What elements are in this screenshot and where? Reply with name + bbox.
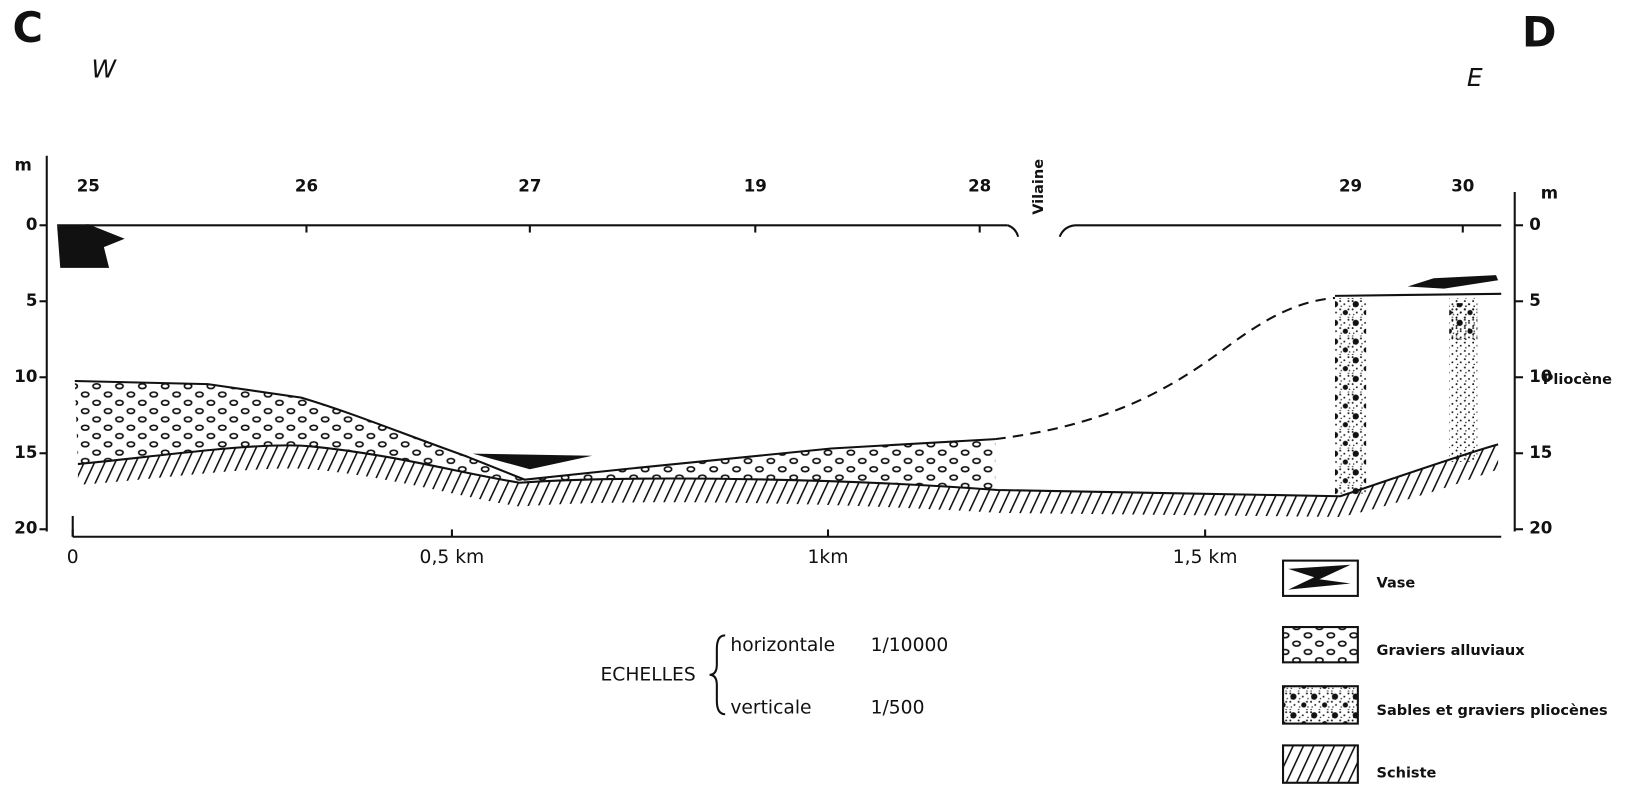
scales-label: ECHELLES <box>600 664 695 685</box>
legend-label: Sables et graviers pliocènes <box>1377 703 1608 719</box>
y-tick-label: 5 <box>1529 291 1541 310</box>
gravel <box>75 381 995 490</box>
scale-name: verticale <box>730 698 811 719</box>
borehole-column <box>1335 298 1366 494</box>
scales: ECHELLES horizontale 1/10000 verticale 1… <box>600 635 948 718</box>
borehole-label: 27 <box>518 176 541 195</box>
distance-label: 1,5 km <box>1173 547 1238 568</box>
direction: E <box>1467 63 1483 92</box>
y-tick-label: 10 <box>14 367 37 386</box>
legend: Vase Graviers alluviaux Sables et gravie… <box>1283 561 1608 783</box>
borehole-label: 26 <box>295 176 318 195</box>
axis-note: Pliocène <box>1543 372 1612 388</box>
point-label: D <box>1522 7 1556 56</box>
borehole-label: 25 <box>77 176 100 195</box>
river-label: Vilaine <box>1031 159 1047 215</box>
y-tick-label: 15 <box>1529 443 1552 462</box>
borehole-label: 29 <box>1339 176 1362 195</box>
vase <box>57 224 125 268</box>
y-tick-label: 20 <box>1529 519 1552 538</box>
distance-label: 0,5 km <box>420 547 485 568</box>
distance-label: 0 <box>67 547 79 568</box>
scale-value: 1/10000 <box>871 635 949 656</box>
borehole-label: 19 <box>744 176 767 195</box>
cross-section: C D W E 05101520051015202526271928293000… <box>0 0 1629 789</box>
legend-label: Vase <box>1377 575 1416 591</box>
point-label: C <box>12 3 42 52</box>
y-tick-label: 15 <box>14 443 37 462</box>
scale-name: horizontale <box>730 635 835 656</box>
borehole-column <box>1449 303 1477 339</box>
axis-unit: m <box>15 156 32 175</box>
distance-label: 1km <box>808 547 849 568</box>
borehole-label: 28 <box>968 176 991 195</box>
legend-label: Graviers alluviaux <box>1377 643 1526 659</box>
scale-value: 1/500 <box>871 698 925 719</box>
axis-unit: m <box>1541 184 1558 203</box>
direction: W <box>91 55 117 84</box>
y-tick-label: 0 <box>1529 215 1541 234</box>
header: C D W E <box>12 3 1556 92</box>
legend-label: Schiste <box>1377 765 1437 781</box>
borehole-label: 30 <box>1451 176 1474 195</box>
y-tick-label: 20 <box>14 519 37 538</box>
geology <box>57 224 1501 517</box>
y-tick-label: 5 <box>26 291 38 310</box>
y-tick-label: 0 <box>26 215 38 234</box>
vase <box>1408 275 1498 288</box>
